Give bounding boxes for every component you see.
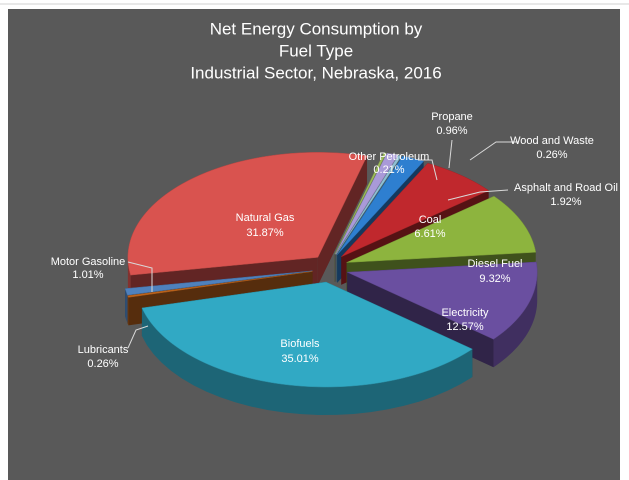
leader-line <box>448 139 453 169</box>
slice <box>334 152 387 255</box>
slice <box>341 163 490 258</box>
slice-label: Motor Gasoline <box>51 256 126 268</box>
value-label: 0.26% <box>87 358 118 370</box>
chart-title: Net Energy Consumption by <box>210 19 423 38</box>
slice-label: Diesel Fuel <box>467 258 522 270</box>
value-label: 0.21% <box>373 164 404 176</box>
value-label: 35.01% <box>281 353 319 365</box>
slice <box>347 261 538 340</box>
slice <box>127 152 368 276</box>
value-label: 1.01% <box>72 269 103 281</box>
slice-label: Wood and Waste <box>510 135 594 147</box>
slice-label: Biofuels <box>280 338 320 350</box>
slice-label: Asphalt and Road Oil <box>514 182 618 194</box>
slice-label: Other Petroleum <box>349 151 430 163</box>
leader-line <box>127 261 153 292</box>
leader-line <box>447 189 509 201</box>
slice-label: Propane <box>431 111 473 123</box>
slice <box>335 152 399 255</box>
value-label: 0.26% <box>536 149 567 161</box>
slice-side <box>125 288 128 324</box>
slice-side <box>141 307 473 415</box>
value-label: 0.96% <box>436 125 467 137</box>
slice-label: Electricity <box>441 307 489 319</box>
slice-side <box>317 155 368 286</box>
chart-title: Industrial Sector, Nebraska, 2016 <box>190 63 441 82</box>
value-label: 6.61% <box>414 228 445 240</box>
value-label: 31.87% <box>246 227 284 239</box>
slice-label: Coal <box>419 214 442 226</box>
slice-side <box>127 295 129 326</box>
value-label: 9.32% <box>479 273 510 285</box>
slice <box>127 271 313 298</box>
slice-side <box>493 272 538 368</box>
leader-line <box>418 159 438 181</box>
leader-line <box>127 325 149 349</box>
value-label: 12.57% <box>446 321 484 333</box>
slice <box>336 155 425 255</box>
slice-label: Natural Gas <box>236 212 295 224</box>
slice <box>346 195 537 263</box>
slice-label: Lubricants <box>78 344 129 356</box>
leader-line <box>469 141 518 161</box>
chart-title: Fuel Type <box>279 41 353 60</box>
slice <box>124 270 313 296</box>
value-label: 1.92% <box>550 196 581 208</box>
slice <box>335 155 402 255</box>
slice <box>141 281 473 388</box>
